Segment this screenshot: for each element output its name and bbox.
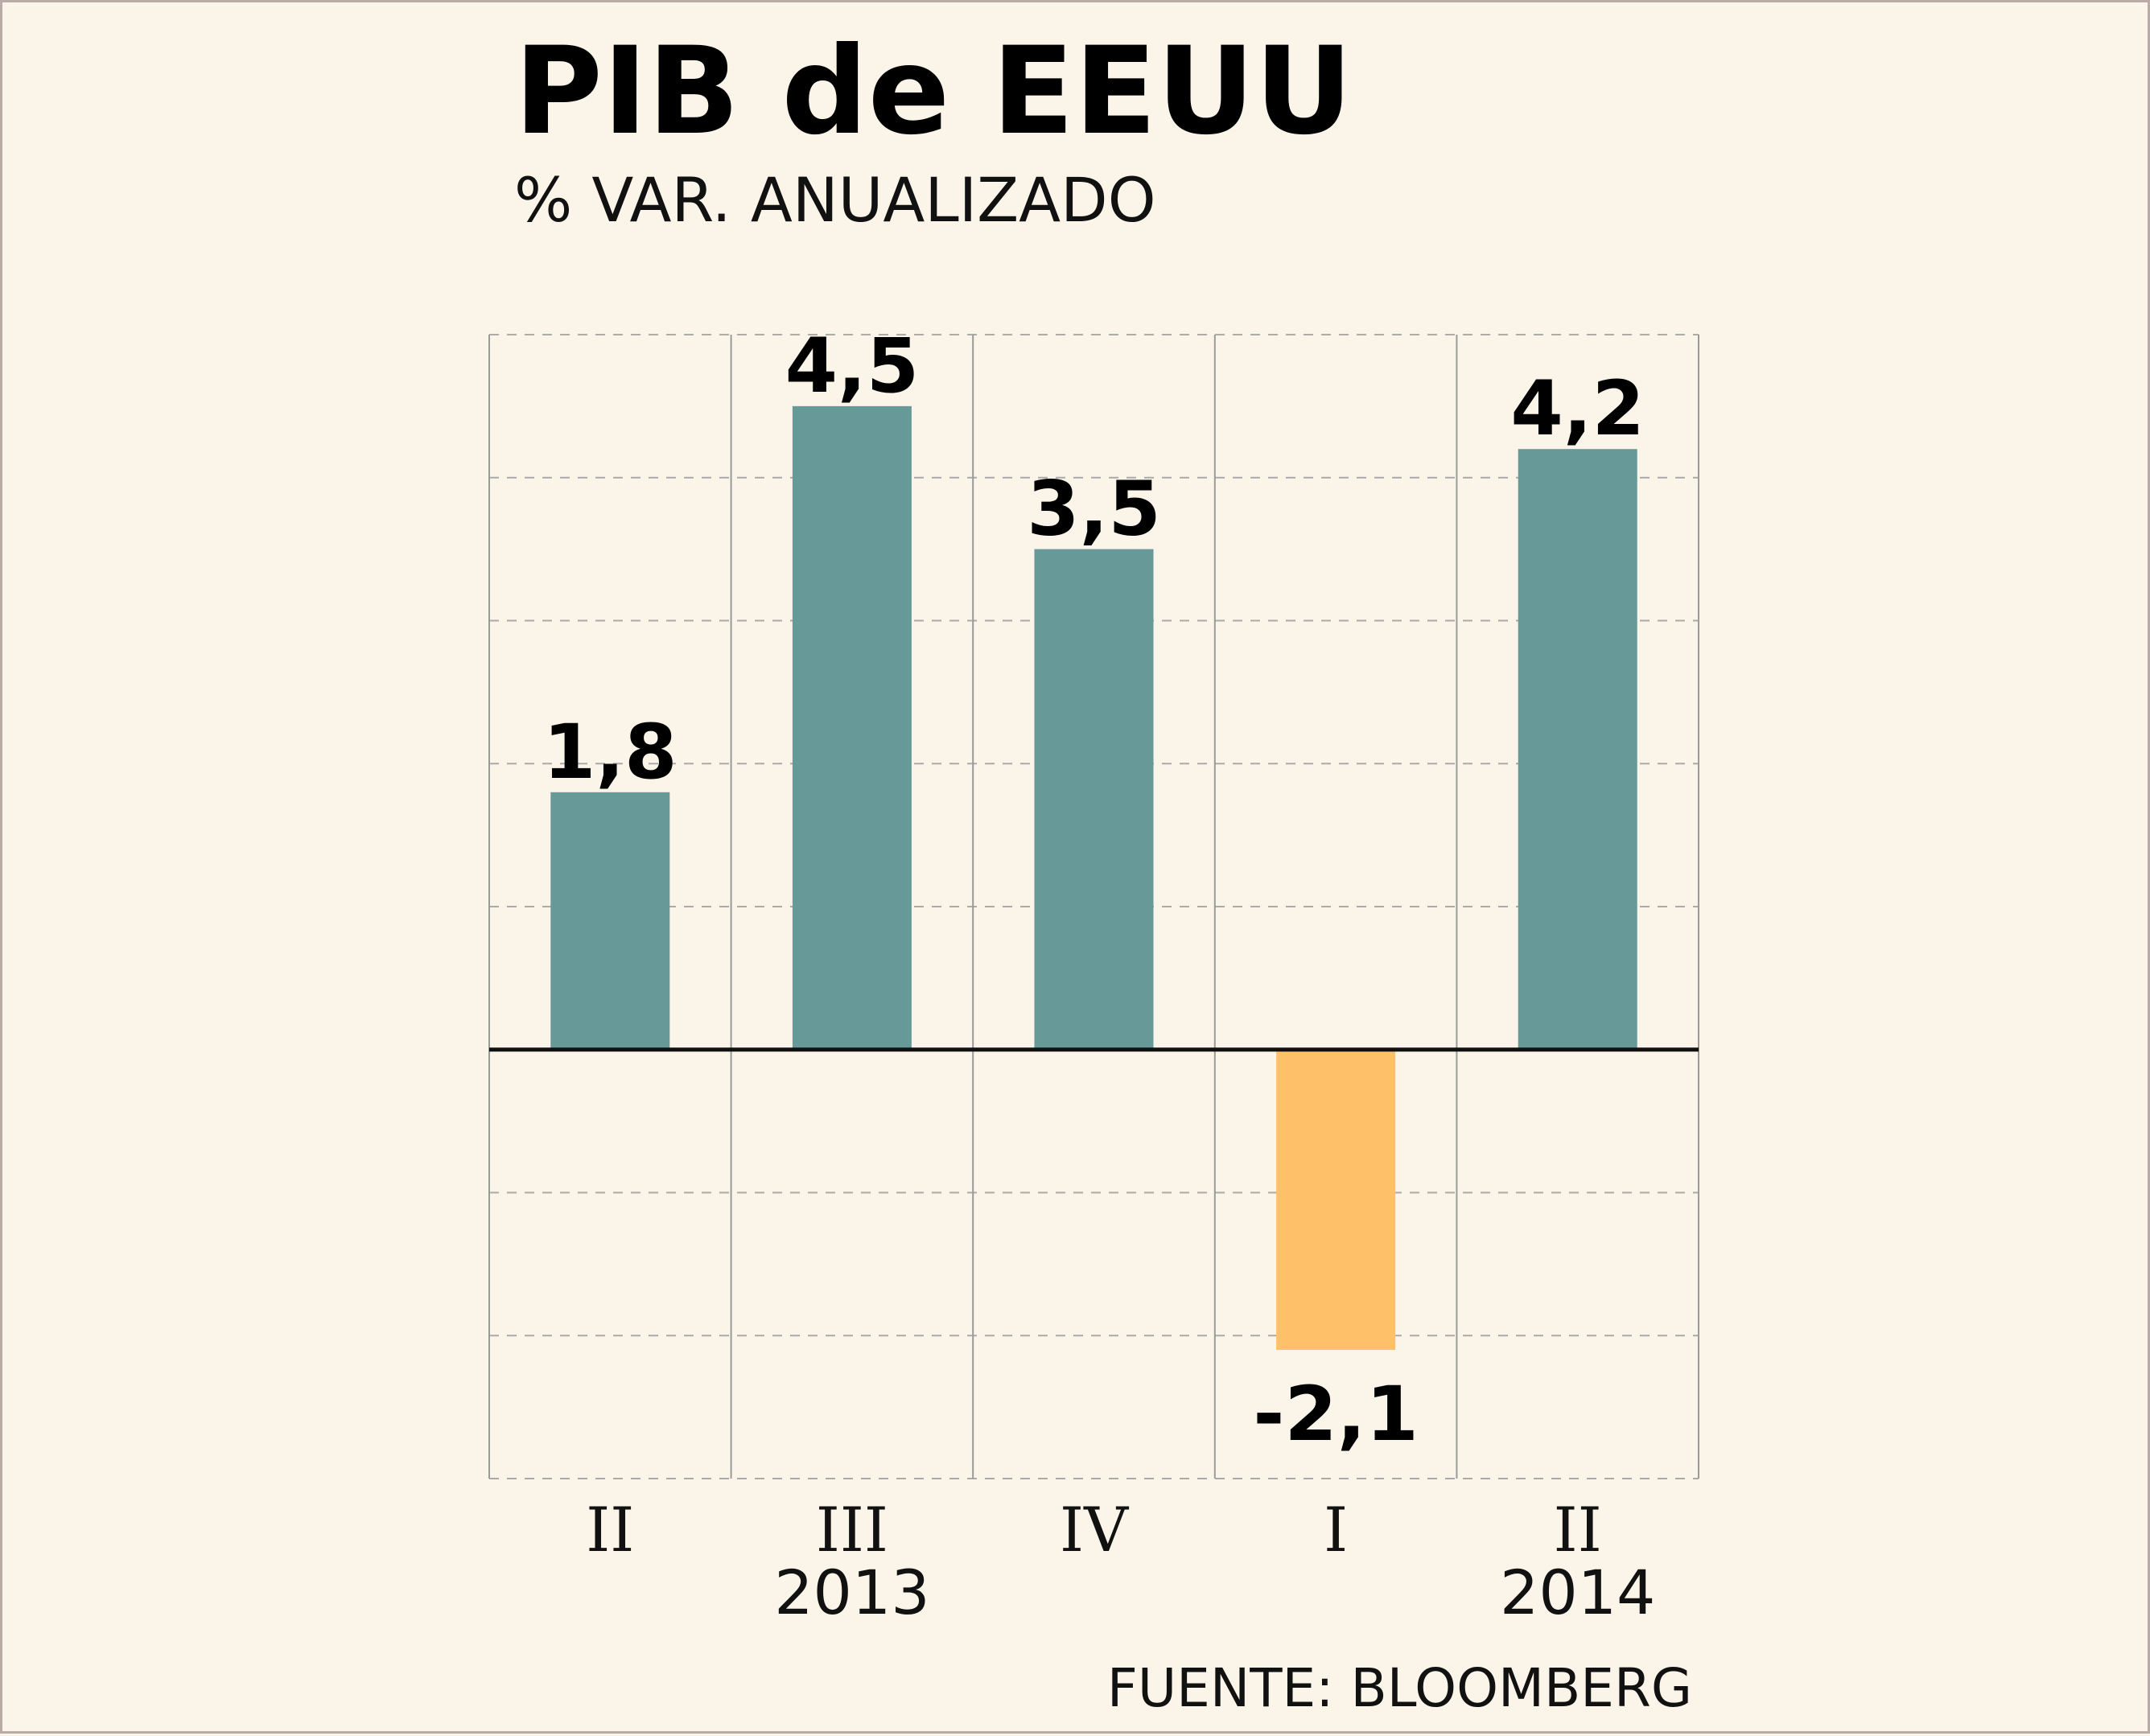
data-label: 4,2 <box>1510 365 1645 453</box>
year-label: 2013 <box>774 1557 929 1628</box>
data-label: 1,8 <box>543 709 678 796</box>
bars <box>550 405 1637 1351</box>
value-labels: 1,8 4,5 3,5 -2,1 4,2 <box>543 323 1645 1458</box>
year-label: 2014 <box>1500 1557 1655 1628</box>
data-label: 4,5 <box>785 323 920 410</box>
x-tick-label: II <box>1554 1494 1602 1565</box>
bar <box>550 792 670 1050</box>
x-tick-label: IV <box>1060 1494 1129 1565</box>
data-label: -2,1 <box>1253 1371 1419 1458</box>
bar <box>792 405 912 1050</box>
bar <box>1034 549 1154 1050</box>
chart-title: PIB de EEUU <box>514 22 1353 162</box>
bar <box>1518 449 1637 1050</box>
x-tick-label: II <box>586 1494 634 1565</box>
chart-subtitle: % VAR. ANUALIZADO <box>514 164 1156 236</box>
source-note: FUENTE: BLOOMBERG <box>1107 1657 1692 1719</box>
data-label: 3,5 <box>1027 466 1161 553</box>
x-tick-label: I <box>1324 1494 1348 1565</box>
bar <box>1276 1049 1396 1351</box>
x-tick-label: III <box>816 1494 888 1565</box>
